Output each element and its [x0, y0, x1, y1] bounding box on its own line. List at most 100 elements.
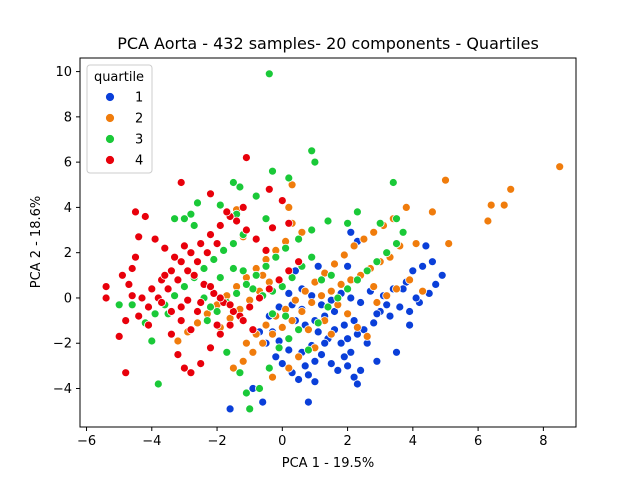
data-point-q4 — [170, 252, 180, 262]
data-point-q2 — [173, 336, 183, 346]
data-point-q4 — [248, 325, 258, 335]
data-point-q3 — [127, 300, 137, 310]
data-point-q3 — [245, 404, 255, 414]
data-point-q2 — [444, 239, 454, 249]
data-point-q3 — [307, 146, 317, 156]
data-point-q4 — [176, 178, 186, 187]
data-point-q3 — [251, 191, 261, 201]
data-point-q3 — [294, 325, 304, 335]
data-point-q1 — [343, 361, 353, 371]
data-point-q3 — [186, 209, 196, 219]
data-point-q4 — [238, 202, 248, 212]
data-point-q3 — [232, 288, 242, 298]
data-point-q3 — [268, 166, 277, 176]
data-point-q3 — [326, 270, 336, 280]
data-point-q3 — [215, 273, 225, 283]
x-axis-label: PCA 1 - 19.5% — [282, 456, 374, 471]
data-point-q3 — [307, 225, 317, 235]
data-point-q3 — [202, 316, 212, 326]
data-point-q1 — [339, 320, 349, 330]
data-point-q3 — [150, 309, 160, 319]
data-point-q2 — [336, 279, 346, 289]
data-point-q2 — [486, 200, 496, 210]
data-point-q4 — [173, 350, 183, 360]
data-point-q3 — [398, 227, 408, 237]
data-point-q2 — [343, 309, 353, 319]
data-point-q4 — [124, 279, 134, 289]
data-point-q2 — [382, 291, 392, 301]
legend-marker-q1 — [105, 92, 115, 102]
data-point-q1 — [300, 361, 310, 371]
data-point-q1 — [411, 293, 421, 303]
data-point-q1 — [294, 375, 304, 384]
data-point-q1 — [225, 404, 235, 414]
data-point-q3 — [362, 266, 372, 276]
data-point-q3 — [271, 252, 281, 262]
legend-items: 1 2 3 4 — [105, 91, 143, 169]
y-tick-label: −4 — [53, 382, 72, 397]
data-point-q1 — [258, 397, 268, 407]
data-point-q2 — [297, 307, 307, 316]
data-point-q3 — [392, 239, 401, 249]
data-point-q3 — [170, 291, 180, 301]
data-point-q2 — [268, 329, 277, 339]
data-point-q4 — [284, 218, 294, 228]
data-point-q4 — [179, 363, 189, 373]
data-point-q1 — [277, 359, 287, 369]
data-point-q1 — [343, 261, 353, 271]
legend: quartile 1 2 3 4 — [86, 64, 153, 174]
data-point-q1 — [437, 270, 447, 280]
data-point-q1 — [326, 359, 336, 369]
data-point-q1 — [336, 338, 346, 348]
data-point-q3 — [228, 239, 238, 249]
data-point-q3 — [189, 221, 199, 230]
data-point-q1 — [408, 266, 418, 276]
data-point-q3 — [303, 345, 313, 355]
data-point-q3 — [147, 336, 157, 346]
data-point-q1 — [313, 327, 323, 337]
data-point-q1 — [405, 320, 415, 330]
data-point-q2 — [290, 295, 300, 305]
x-tick-label: 6 — [474, 434, 482, 449]
data-point-q3 — [372, 257, 382, 267]
data-point-q1 — [382, 300, 392, 310]
data-point-q4 — [166, 307, 176, 316]
data-point-q4 — [245, 302, 255, 312]
data-point-q3 — [193, 198, 202, 208]
data-point-q2 — [405, 275, 415, 285]
data-point-q4 — [179, 241, 189, 251]
data-point-q4 — [232, 216, 242, 226]
data-point-q1 — [392, 347, 401, 357]
data-point-q4 — [212, 320, 222, 330]
data-point-q4 — [206, 189, 215, 199]
data-point-q3 — [352, 275, 362, 285]
data-point-q3 — [281, 243, 291, 253]
data-point-q3 — [284, 173, 294, 183]
x-tick-label: 0 — [278, 434, 286, 449]
data-point-q3 — [284, 334, 294, 344]
legend-label-q3: 3 — [135, 133, 143, 148]
y-tick-label: 6 — [64, 156, 72, 171]
data-point-q4 — [121, 316, 131, 326]
data-point-q1 — [385, 311, 395, 321]
data-point-q2 — [300, 286, 310, 296]
data-point-q3 — [261, 261, 271, 271]
data-point-q2 — [294, 352, 304, 362]
data-point-q1 — [346, 347, 356, 357]
data-point-q3 — [281, 311, 291, 321]
data-point-q4 — [215, 293, 225, 303]
legend-label-q4: 4 — [135, 154, 143, 169]
data-point-q4 — [206, 343, 215, 353]
data-point-q2 — [401, 202, 411, 212]
data-point-q4 — [183, 266, 193, 276]
data-point-q3 — [274, 343, 284, 353]
data-point-q1 — [346, 227, 356, 237]
data-point-q4 — [186, 248, 196, 258]
y-tick-label: 8 — [64, 110, 72, 125]
data-point-q1 — [418, 261, 428, 271]
data-point-q4 — [264, 184, 274, 194]
data-point-q1 — [303, 370, 313, 380]
data-point-q2 — [307, 298, 317, 307]
data-point-q1 — [356, 298, 366, 307]
data-point-q4 — [222, 207, 232, 217]
